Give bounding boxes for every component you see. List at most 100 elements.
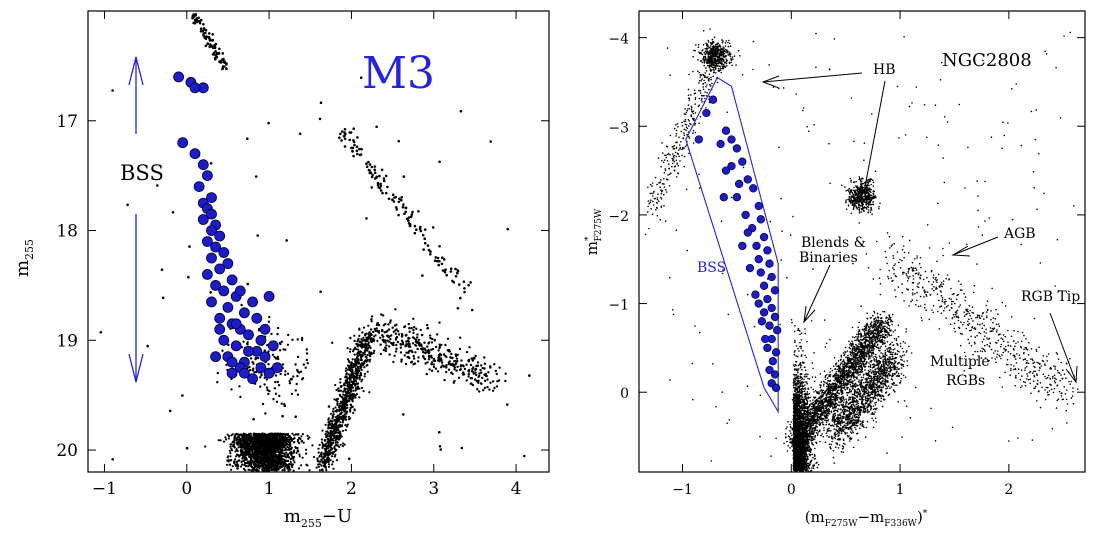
- left-star-dot: [347, 415, 350, 418]
- left-star-dot: [240, 303, 243, 307]
- left-star-dot: [263, 451, 266, 454]
- left-bss-point: [189, 148, 201, 160]
- left-star-dot: [333, 447, 336, 451]
- left-star-dot: [449, 267, 453, 271]
- left-star-dot: [347, 383, 350, 386]
- right-star-dot: [811, 376, 814, 378]
- left-star-dot: [348, 397, 351, 400]
- left-star-dot: [262, 441, 266, 444]
- left-star-dot: [470, 308, 474, 312]
- left-bss-point: [210, 351, 222, 363]
- left-star-dot: [238, 385, 241, 388]
- left-star-dot: [454, 267, 457, 271]
- left-star-dot: [376, 322, 379, 325]
- left-star-dot: [275, 436, 278, 439]
- left-star-dot: [398, 197, 401, 201]
- left-star-dot: [281, 363, 285, 366]
- left-star-dot: [352, 381, 355, 384]
- left-star-dot: [343, 128, 347, 131]
- left-star-dot: [354, 346, 357, 349]
- left-star-dot: [276, 438, 279, 441]
- left-star-dot: [268, 389, 271, 393]
- left-star-dot: [244, 447, 247, 450]
- left-star-dot: [491, 389, 495, 392]
- left-star-dot: [266, 449, 269, 452]
- left-star-dot: [334, 431, 337, 434]
- left-star-dot: [422, 355, 425, 358]
- left-star-dot: [237, 446, 240, 449]
- left-star-dot: [373, 171, 377, 174]
- left-star-dot: [243, 442, 247, 445]
- left-star-dot: [305, 352, 309, 355]
- left-star-dot: [226, 456, 229, 459]
- left-star-dot: [281, 435, 284, 438]
- left-star-dot: [356, 386, 359, 389]
- left-star-dot: [233, 460, 236, 463]
- left-star-dot: [339, 421, 342, 424]
- left-star-dot: [349, 408, 352, 412]
- left-star-dot: [407, 350, 411, 353]
- left-star-dot: [278, 457, 281, 460]
- left-star-dot: [495, 385, 499, 388]
- left-star-dot: [355, 145, 359, 149]
- left-star-dot: [263, 439, 266, 442]
- left-star-dot: [161, 296, 165, 300]
- left-star-dot: [340, 418, 343, 421]
- left-star-dot: [340, 139, 343, 142]
- left-star-dot: [358, 396, 361, 399]
- left-star-dot: [477, 375, 480, 378]
- left-star-dot: [356, 136, 359, 139]
- left-star-dot: [214, 57, 217, 61]
- left-star-dot: [318, 469, 321, 472]
- left-star-dot: [368, 163, 372, 166]
- left-star-dot: [331, 426, 335, 429]
- left-star-dot: [374, 334, 377, 337]
- left-star-dot: [331, 341, 334, 344]
- x-tick-label: −1: [92, 479, 117, 499]
- left-star-dot: [358, 378, 361, 381]
- left-star-dot: [404, 206, 408, 210]
- left-star-dot: [473, 357, 476, 360]
- left-star-dot: [352, 139, 355, 142]
- left-star-dot: [372, 330, 375, 334]
- left-star-dot: [366, 353, 369, 357]
- left-star-dot: [431, 226, 435, 229]
- left-star-dot: [265, 469, 268, 472]
- left-star-dot: [469, 382, 472, 385]
- left-star-dot: [291, 432, 294, 435]
- left-star-dot: [251, 448, 255, 451]
- left-star-dot: [327, 459, 330, 463]
- left-star-dot: [392, 360, 395, 364]
- left-star-dot: [346, 364, 349, 367]
- left-star-dot: [381, 329, 384, 333]
- left-star-dot: [270, 445, 273, 448]
- left-star-dot: [253, 436, 256, 439]
- left-star-dot: [240, 452, 243, 455]
- left-star-dot: [235, 461, 238, 464]
- left-star-dot: [319, 101, 323, 104]
- left-star-dot: [270, 450, 273, 453]
- left-star-dot: [438, 430, 441, 434]
- left-star-dot: [459, 109, 463, 113]
- left-star-dot: [454, 275, 458, 278]
- left-star-dot: [400, 196, 404, 199]
- left-star-dot: [284, 455, 287, 458]
- left-star-dot: [250, 469, 253, 472]
- left-star-dot: [457, 376, 461, 379]
- left-star-dot: [427, 348, 430, 352]
- left-star-dot: [277, 433, 280, 436]
- left-star-dot: [348, 399, 351, 403]
- left-star-dot: [320, 455, 323, 458]
- y-tick-label: 18: [56, 222, 78, 242]
- left-star-dot: [349, 375, 352, 378]
- left-star-dot: [276, 332, 279, 336]
- right-star-dot: [794, 377, 796, 379]
- left-star-dot: [400, 332, 404, 336]
- left-star-dot: [275, 469, 278, 472]
- left-star-dot: [300, 336, 304, 340]
- left-star-dot: [281, 462, 284, 465]
- left-star-dot: [323, 453, 326, 456]
- left-star-dot: [370, 318, 373, 321]
- left-star-dot: [428, 334, 432, 337]
- left-star-dot: [281, 414, 284, 418]
